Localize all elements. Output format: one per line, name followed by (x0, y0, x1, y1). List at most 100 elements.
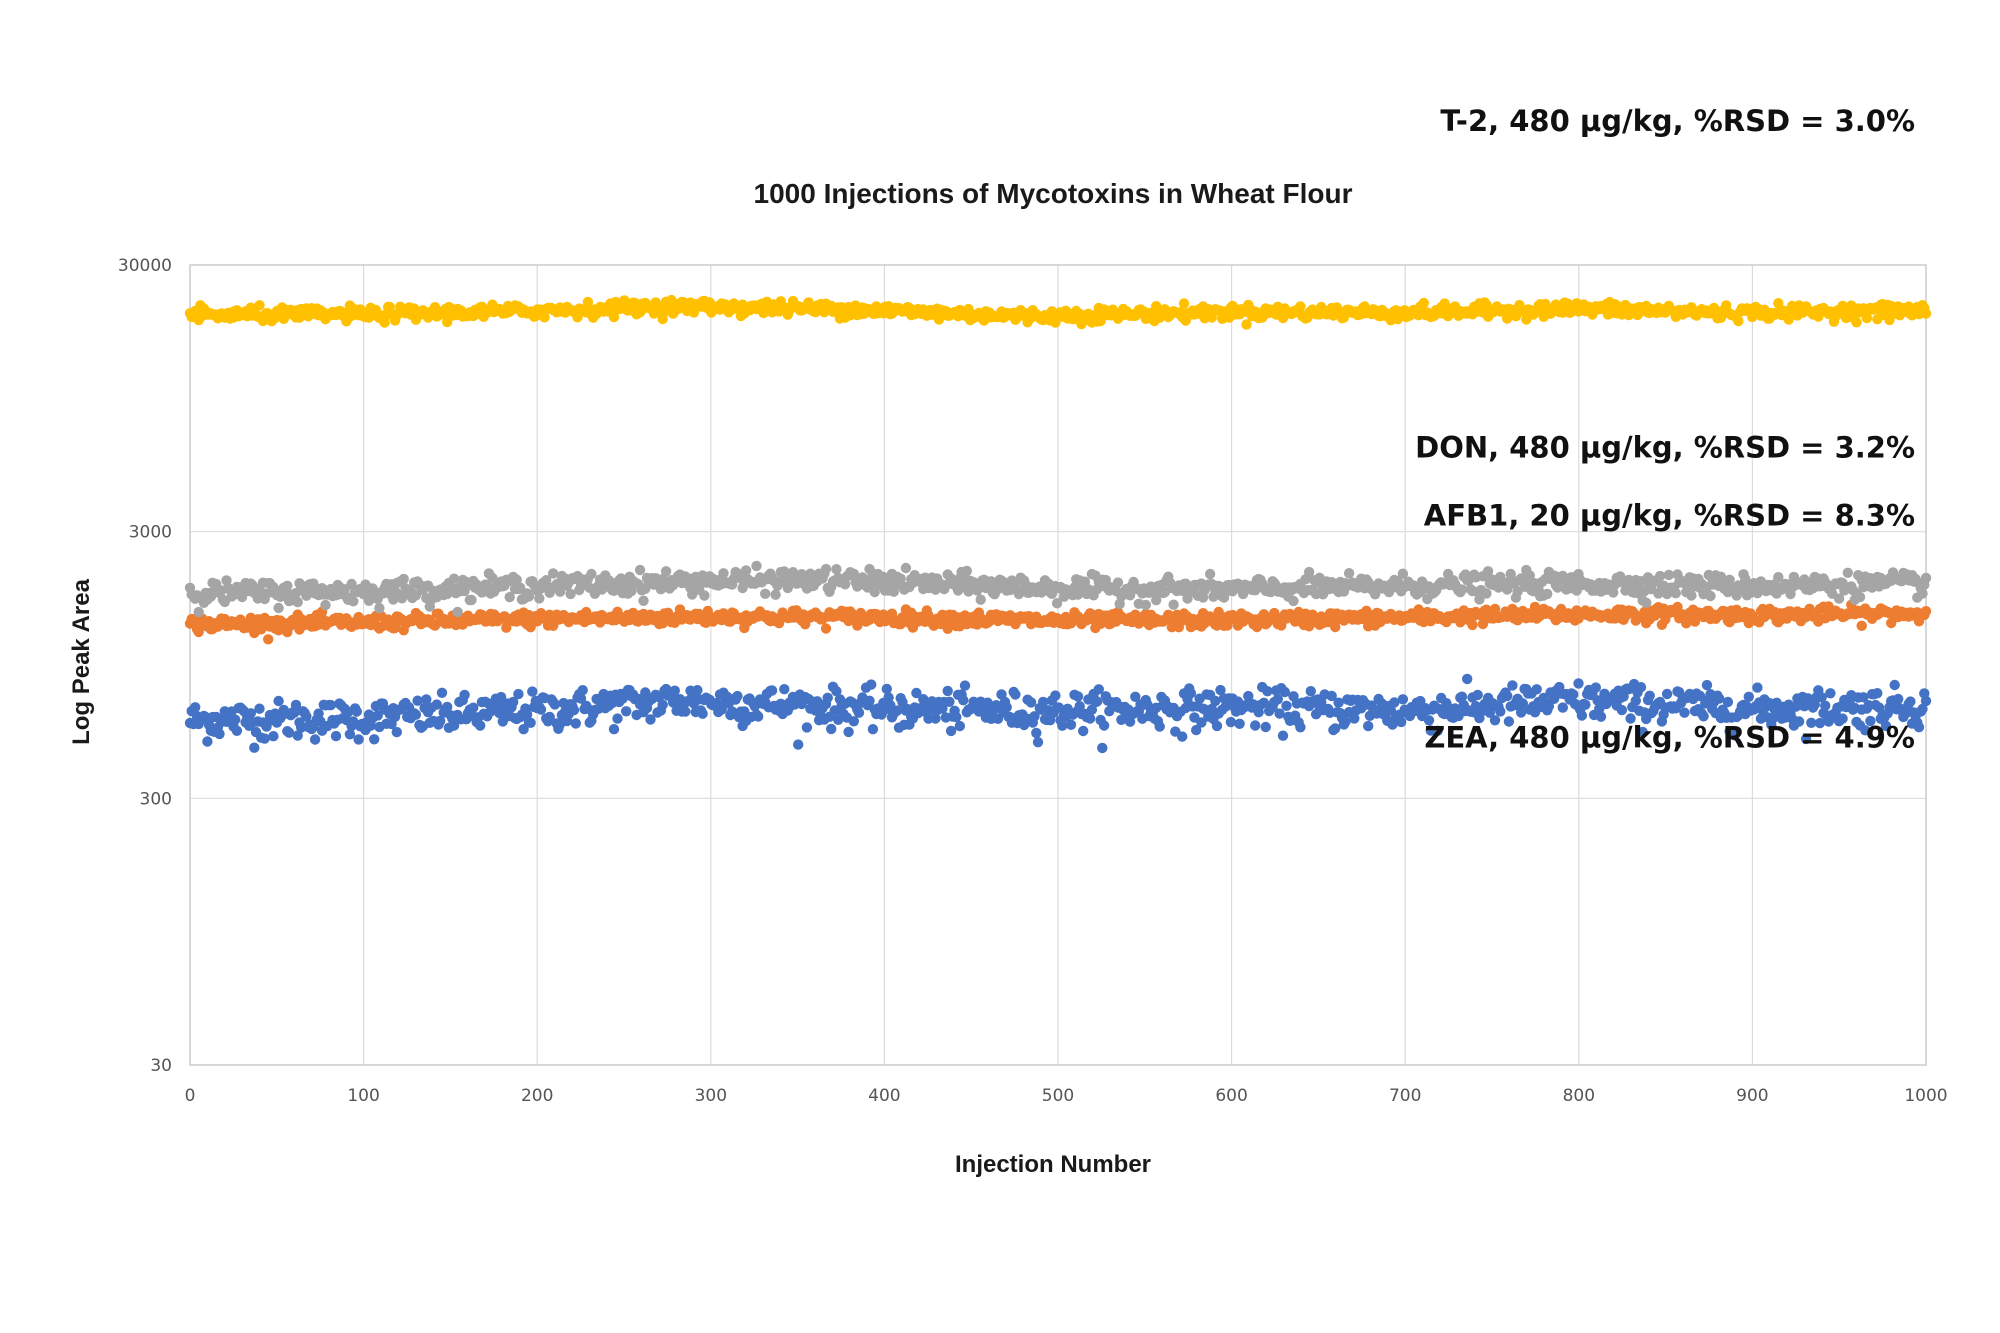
data-point (513, 688, 524, 700)
data-point (1641, 597, 1652, 608)
data-point (1698, 711, 1709, 722)
data-point (945, 725, 957, 737)
data-point (565, 588, 576, 600)
data-point (1225, 716, 1237, 728)
data-point (1053, 702, 1065, 713)
data-point (1616, 704, 1628, 716)
data-point (732, 690, 743, 702)
data-point (881, 683, 892, 695)
data-point (669, 685, 680, 696)
data-point (1185, 688, 1197, 699)
x-tick-label: 100 (347, 1086, 379, 1106)
data-point (634, 564, 646, 576)
data-point (1860, 725, 1871, 736)
data-point (779, 684, 790, 695)
data-point (1773, 298, 1784, 309)
data-point (431, 699, 442, 710)
data-point (820, 563, 832, 575)
data-point (1303, 566, 1315, 578)
series-1-points (184, 294, 1932, 330)
data-point (760, 588, 771, 599)
data-point (245, 708, 256, 719)
data-point (1222, 620, 1233, 631)
data-point (1241, 319, 1252, 330)
y-tick-label: 300 (140, 789, 172, 809)
data-point (1091, 696, 1103, 707)
data-point (888, 586, 899, 597)
data-point (1635, 682, 1647, 693)
data-point (740, 565, 752, 576)
data-point (534, 593, 545, 604)
data-point (504, 591, 515, 603)
x-axis-label: Injection Number (955, 1151, 1151, 1178)
data-point (1330, 621, 1341, 633)
data-point (572, 312, 583, 323)
data-point (1057, 720, 1068, 731)
data-point (351, 706, 362, 717)
data-point (1517, 698, 1529, 709)
data-point (1806, 717, 1817, 728)
data-point (831, 686, 842, 697)
data-point (1196, 717, 1207, 728)
data-point (1502, 690, 1513, 702)
data-point (793, 739, 804, 750)
data-point (1191, 724, 1202, 736)
data-point (1038, 696, 1049, 708)
data-point (982, 697, 993, 708)
data-point (1913, 722, 1925, 733)
data-point (586, 568, 597, 580)
data-point (1880, 720, 1892, 732)
y-tick-label: 30000 (118, 256, 172, 276)
data-point (1686, 590, 1697, 601)
data-point (1288, 595, 1299, 607)
data-point (660, 566, 672, 577)
data-point (1010, 689, 1021, 700)
data-point (1031, 727, 1042, 739)
data-point (487, 572, 498, 584)
y-axis-label: Log Peak Area (68, 578, 95, 744)
data-point (1893, 693, 1904, 705)
data-point (214, 728, 225, 740)
y-tick-label: 3000 (129, 523, 172, 543)
data-point (273, 602, 284, 614)
data-point (1389, 697, 1400, 708)
data-point (1590, 682, 1602, 693)
data-point (1851, 317, 1862, 328)
data-point (1654, 570, 1666, 582)
data-point (1663, 569, 1675, 581)
data-point (410, 590, 422, 601)
data-point (1729, 730, 1741, 741)
data-point (1917, 588, 1928, 599)
data-point (867, 724, 879, 735)
data-point (190, 702, 201, 713)
data-point (575, 693, 587, 704)
x-tick-label: 200 (521, 1086, 553, 1106)
data-point (1333, 697, 1344, 708)
data-point (1112, 577, 1124, 588)
data-point (1210, 695, 1221, 707)
data-point (1484, 707, 1496, 718)
data-point (1531, 684, 1542, 695)
data-point (626, 585, 637, 597)
data-point (389, 622, 401, 634)
data-point (1418, 297, 1430, 309)
data-point (1679, 707, 1690, 718)
data-point (1097, 742, 1108, 754)
data-point (766, 685, 778, 696)
data-point (292, 730, 303, 741)
series-3-points (184, 599, 1932, 645)
data-point (1130, 691, 1141, 702)
data-point (254, 300, 265, 311)
data-point (1477, 618, 1489, 630)
data-point (1482, 566, 1494, 577)
data-point (1816, 692, 1827, 703)
data-point (1595, 711, 1607, 722)
data-point (369, 734, 380, 745)
data-point (1920, 695, 1932, 707)
data-point (1858, 692, 1869, 703)
x-tick-label: 600 (1215, 1086, 1247, 1106)
series-label-3: DON, 480 µg/kg, %RSD = 3.2% (1415, 431, 1915, 465)
data-point (1580, 699, 1591, 710)
data-point (539, 312, 550, 323)
data-point (930, 713, 941, 724)
